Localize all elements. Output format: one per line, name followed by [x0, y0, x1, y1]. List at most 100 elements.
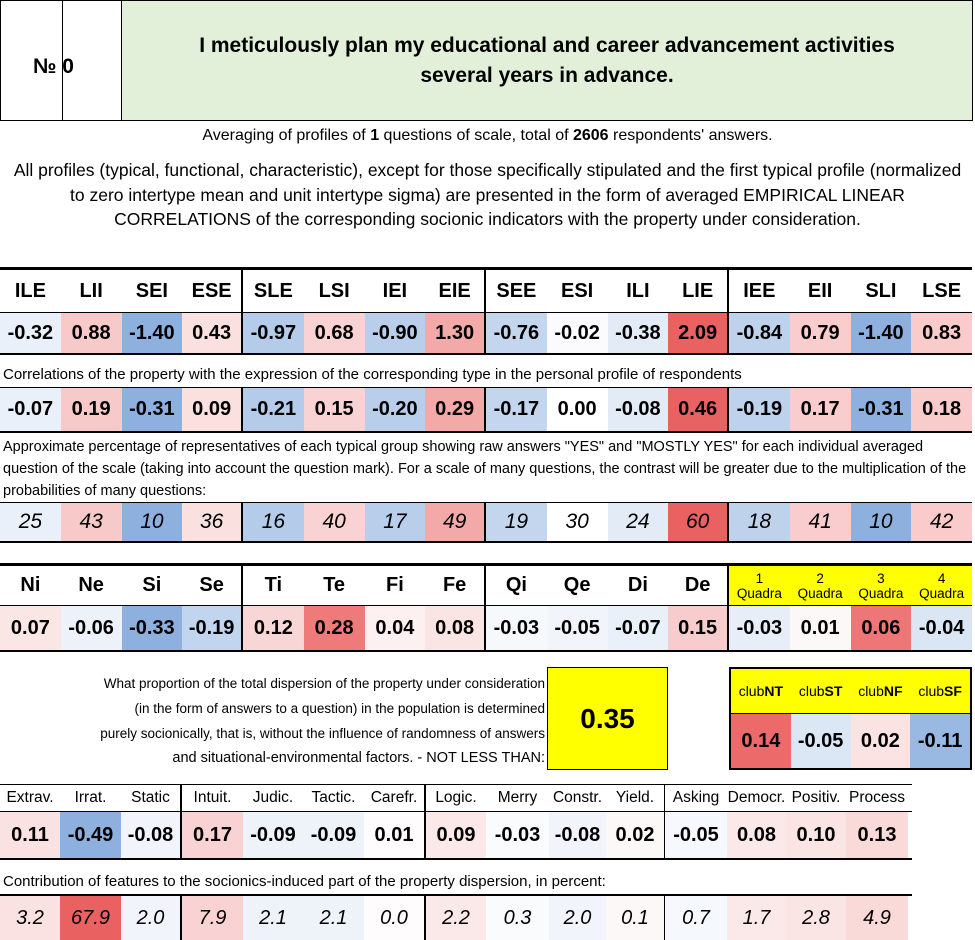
trait-value-9: -0.08 — [549, 812, 606, 858]
function-value-6: 0.04 — [364, 606, 426, 650]
quadra-label: Quadra — [919, 585, 965, 601]
type-normalized-11: 2.09 — [668, 313, 729, 353]
trait-value-12: 0.08 — [727, 812, 786, 858]
trait-value-0: 0.11 — [0, 812, 60, 858]
type-normalized-15: 0.83 — [911, 313, 972, 353]
trait-value-14: 0.13 — [846, 812, 908, 858]
type-header-4: SLE — [253, 279, 293, 302]
type-correlation-5: 0.15 — [303, 388, 365, 431]
function-header-8: Qi — [505, 574, 527, 596]
type-correlation-14: -0.31 — [850, 388, 912, 431]
club-value-0: 0.14 — [731, 714, 791, 768]
quadra-number: 4 — [937, 570, 946, 586]
trait-value-11: -0.05 — [665, 812, 727, 858]
type-normalized-0: -0.32 — [0, 313, 61, 353]
trait-header-4: Judic. — [252, 789, 294, 806]
club-header-1: club ST — [791, 669, 851, 713]
type-normalized-8: -0.76 — [486, 313, 547, 353]
type-correlation-11: 0.46 — [668, 388, 729, 431]
type-header-9: ESI — [561, 279, 594, 302]
quadra-header-4: 4 Quadra — [911, 566, 972, 605]
question-count: 1 — [370, 127, 380, 144]
trait-contribution-9: 2.0 — [549, 896, 606, 940]
quadra-header-2: 2 Quadra — [789, 566, 851, 605]
club-name: SF — [944, 683, 962, 699]
trait-header-13: Positiv. — [791, 789, 841, 806]
question-number: № 0 — [33, 55, 74, 78]
trait-contribution-11: 0.7 — [665, 896, 727, 940]
type-percentage-3: 36 — [182, 503, 243, 541]
function-value-1: -0.06 — [60, 606, 122, 650]
trait-contribution-14: 4.9 — [846, 896, 908, 940]
function-value-4: 0.12 — [243, 606, 304, 650]
trait-contribution-6: 0.0 — [364, 896, 426, 940]
trait-value-3: 0.17 — [182, 812, 243, 858]
trait-header-1: Irrat. — [74, 789, 107, 806]
club-name: NF — [883, 683, 903, 699]
trait-value-13: 0.10 — [786, 812, 846, 858]
quadra-label: Quadra — [858, 585, 904, 601]
trait-value-6: 0.01 — [364, 812, 426, 858]
type-header-12: IEE — [743, 279, 776, 302]
type-percentage-13: 41 — [789, 503, 851, 541]
type-percentage-5: 40 — [303, 503, 365, 541]
type-percentage-7: 49 — [425, 503, 486, 541]
type-normalized-row: -0.32 0.88 -1.40 0.43 -0.97 0.68 -0.90 1.30 -0.7… — [0, 312, 972, 355]
trait-value-7: 0.09 — [426, 812, 486, 858]
type-normalized-7: 1.30 — [425, 313, 486, 353]
averaging-prefix: Averaging of profiles of — [202, 127, 371, 144]
type-normalized-2: -1.40 — [121, 313, 183, 353]
type-correlation-3: 0.09 — [182, 388, 243, 431]
type-header-0: ILE — [14, 279, 46, 302]
club-value-2: 0.02 — [850, 714, 911, 768]
function-value-13: 0.01 — [789, 606, 851, 650]
dispersion-line-4: and situational-environmental factors. -… — [172, 750, 545, 766]
type-percentage-4: 16 — [243, 503, 304, 541]
function-value-15: -0.04 — [911, 606, 972, 650]
trait-header-12: Democr. — [727, 789, 786, 806]
function-value-9: -0.05 — [546, 606, 608, 650]
trait-value-10: 0.02 — [606, 812, 665, 858]
club-prefix: club — [798, 683, 825, 699]
type-correlation-9: 0.00 — [546, 388, 608, 431]
trait-header-2: Static — [121, 785, 182, 811]
dispersion-text: What proportion of the total dispersion … — [60, 671, 545, 771]
type-correlation-row: -0.07 0.19 -0.31 0.09 -0.21 0.15 -0.20 0.29 -0.1… — [0, 387, 972, 433]
question-title: I meticulously plan my educational and c… — [121, 0, 973, 121]
question-number-box: № 0 — [0, 0, 122, 121]
trait-contribution-row: 3.2 67.9 2.0 7.9 2.1 2.1 0.0 2.2 0.3 2.0 0.1 0.7 1.7… — [0, 894, 912, 940]
type-normalized-9: -0.02 — [546, 313, 608, 353]
function-value-5: 0.28 — [303, 606, 365, 650]
function-value-0: 0.07 — [0, 606, 61, 650]
trait-contribution-0: 3.2 — [0, 896, 60, 940]
club-header-2: club NF — [851, 669, 911, 713]
type-header-1: LII — [79, 279, 103, 302]
function-value-11: 0.15 — [668, 606, 729, 650]
function-value-8: -0.03 — [486, 606, 547, 650]
trait-header-5: Tactic. — [311, 789, 356, 806]
type-percentage-1: 43 — [60, 503, 122, 541]
function-header-row: Ni Ne Si Se Ti Te Fi Fe Qi Qe Di De 1 Quadra 2 Quadra 3 Q… — [0, 563, 972, 605]
type-percentage-2: 10 — [121, 503, 183, 541]
club-prefix: club — [738, 683, 765, 699]
type-correlation-0: -0.07 — [0, 388, 61, 431]
type-header-7: EIE — [425, 270, 486, 312]
function-header-5: Te — [323, 574, 346, 596]
quadra-header-1: 1 Quadra — [729, 566, 790, 605]
type-correlation-15: 0.18 — [911, 388, 972, 431]
type-normalized-12: -0.84 — [729, 313, 790, 353]
type-normalized-10: -0.38 — [607, 313, 669, 353]
trait-value-row: 0.11 -0.49 -0.08 0.17 -0.09 -0.09 0.01 0.09 -0.0… — [0, 811, 912, 860]
trait-value-4: -0.09 — [243, 812, 303, 858]
trait-contribution-5: 2.1 — [303, 896, 364, 940]
function-header-0: Ni — [20, 574, 41, 596]
trait-header-0: Extrav. — [6, 789, 54, 806]
trait-value-2: -0.08 — [121, 812, 182, 858]
trait-contribution-4: 2.1 — [243, 896, 303, 940]
type-header-2: SEI — [135, 279, 168, 302]
quadra-label: Quadra — [736, 585, 782, 601]
dispersion-value: 0.35 — [547, 667, 668, 770]
club-prefix: club — [858, 683, 884, 699]
type-correlation-2: -0.31 — [121, 388, 183, 431]
quadra-number: 1 — [755, 570, 764, 586]
